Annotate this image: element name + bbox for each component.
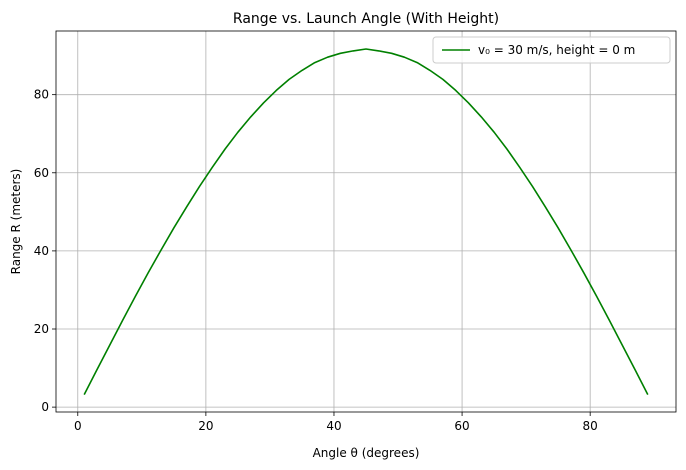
grid-lines: [56, 31, 676, 412]
series-layer: [83, 48, 649, 395]
plot-area: [56, 31, 676, 412]
x-axis-label: Angle θ (degrees): [313, 446, 420, 460]
x-tick-label: 40: [326, 419, 341, 433]
x-tick-label: 20: [198, 419, 213, 433]
y-tick-label: 40: [34, 244, 49, 258]
plot-frame: [55, 30, 677, 413]
legend-entry: v₀ = 30 m/s, height = 0 m: [478, 43, 635, 57]
y-tick-label: 20: [34, 322, 49, 336]
y-tick-label: 60: [34, 166, 49, 180]
axis-ticks: 0 20 40 60 80 0 20 40 60 80: [34, 88, 598, 433]
legend: v₀ = 30 m/s, height = 0 m: [432, 36, 671, 64]
chart-title: Range vs. Launch Angle (With Height): [233, 11, 499, 27]
y-tick-label: 80: [34, 88, 49, 102]
x-tick-label: 60: [454, 419, 469, 433]
x-tick-label: 0: [74, 419, 82, 433]
series-line: [83, 48, 649, 395]
y-axis-label: Range R (meters): [9, 169, 23, 275]
x-tick-label: 80: [583, 419, 598, 433]
legend-box: [432, 36, 671, 64]
y-tick-label: 0: [41, 400, 49, 414]
